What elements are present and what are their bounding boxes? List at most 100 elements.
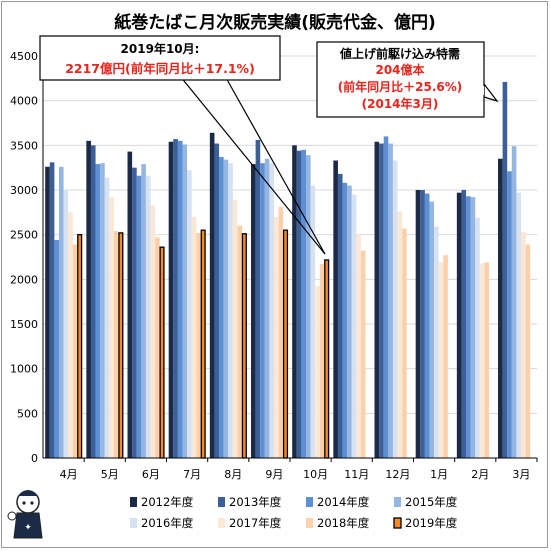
y-tick-label: 2000 [10, 273, 38, 286]
callout-pointer [483, 82, 499, 103]
x-tick-label: 5月 [101, 468, 119, 481]
bar [319, 264, 325, 458]
legend-label: 2015年度 [405, 495, 458, 509]
bar [187, 170, 192, 458]
bar [374, 141, 380, 458]
bar [443, 255, 448, 458]
bar [379, 143, 384, 458]
bar [296, 150, 302, 458]
bar [72, 244, 78, 458]
callout-box [39, 35, 281, 81]
y-tick-label: 500 [17, 407, 38, 420]
bar [132, 167, 137, 458]
bar [397, 211, 403, 458]
bar [415, 190, 421, 458]
bar [232, 199, 238, 458]
y-tick-label: 0 [31, 452, 38, 465]
legend-label: 2014年度 [317, 495, 370, 509]
legend-swatch [218, 518, 225, 528]
bar [315, 286, 320, 458]
bar [434, 226, 439, 458]
bar [479, 263, 485, 458]
bar [264, 158, 270, 458]
bar [45, 166, 50, 459]
callout-line: 2217億円(前年同月比＋17.1%) [65, 61, 255, 76]
bar [456, 192, 462, 458]
legend-swatch [393, 517, 402, 529]
y-tick-label: 4000 [10, 95, 38, 108]
legend-swatch [218, 497, 225, 507]
y-tick-label: 2500 [10, 229, 38, 242]
mascot-logo: ✦ [7, 490, 43, 539]
bar [342, 182, 348, 458]
y-tick-label: 1500 [10, 318, 38, 331]
x-tick-label: 3月 [512, 468, 530, 481]
bar [420, 190, 425, 458]
bar [228, 163, 233, 458]
axes: 0 500 1000 1500 2000 2500 3000 3500 4000 4500 4月 5月… [10, 50, 538, 481]
x-tick-label: 11月 [344, 468, 369, 481]
bar [470, 197, 476, 458]
legend-label: 2018年度 [317, 516, 370, 530]
bar [237, 225, 243, 458]
y-tick-label: 4500 [10, 50, 38, 63]
bar [191, 216, 197, 458]
bar [347, 185, 352, 459]
chart-title: 紙巻たばこ月次販売実績(販売代金、億円) [114, 12, 436, 33]
callout-box [316, 41, 485, 118]
bar [109, 197, 114, 458]
bar [324, 259, 330, 459]
bar [241, 233, 247, 459]
bar [200, 229, 206, 459]
bar [337, 173, 343, 459]
bar [173, 139, 178, 458]
x-tick-label: 9月 [265, 468, 283, 481]
bar [113, 231, 119, 458]
bar [63, 190, 69, 458]
y-tick-label: 3000 [10, 184, 38, 197]
bar [351, 194, 357, 458]
bar [54, 240, 59, 458]
bar [159, 246, 165, 459]
bar [388, 143, 393, 458]
bar [498, 158, 503, 458]
bar [484, 262, 490, 458]
legend: 2012年度 2013年度 2014年度 2015年度 2016年度 2017年度 2018… [130, 495, 458, 530]
bar [95, 164, 101, 459]
y-tick-label: 3500 [10, 139, 38, 152]
bar [150, 205, 156, 458]
bar [196, 232, 201, 458]
callout-oct-2019: 2019年10月: 2217億円(前年同月比＋17.1%) [39, 35, 326, 255]
bar [86, 140, 91, 458]
bars [45, 81, 531, 459]
bar [68, 212, 73, 458]
bar [255, 139, 261, 458]
bar [310, 185, 316, 459]
bar [209, 132, 215, 458]
bar [516, 192, 522, 458]
bar [219, 156, 224, 459]
legend-swatch [306, 497, 313, 507]
legend-swatch [394, 497, 401, 507]
bar [269, 163, 275, 458]
bar [136, 175, 142, 458]
x-tick-label: 7月 [183, 468, 201, 481]
bar [511, 146, 517, 458]
legend-label: 2016年度 [141, 516, 194, 530]
x-tick-label: 12月 [385, 468, 410, 481]
legend-label: 2013年度 [229, 495, 282, 509]
bar [274, 216, 279, 458]
legend-label: 2012年度 [141, 495, 194, 509]
bar [301, 149, 306, 459]
bar [438, 262, 444, 458]
bar [177, 140, 183, 458]
bar [90, 145, 96, 459]
bar [461, 190, 467, 458]
bar [525, 244, 531, 458]
callout-line: 204億本 [375, 62, 424, 77]
callout-line: (2014年3月) [362, 96, 439, 111]
bar [383, 136, 389, 458]
callout-line: (前年同月比＋25.6%) [338, 79, 463, 94]
